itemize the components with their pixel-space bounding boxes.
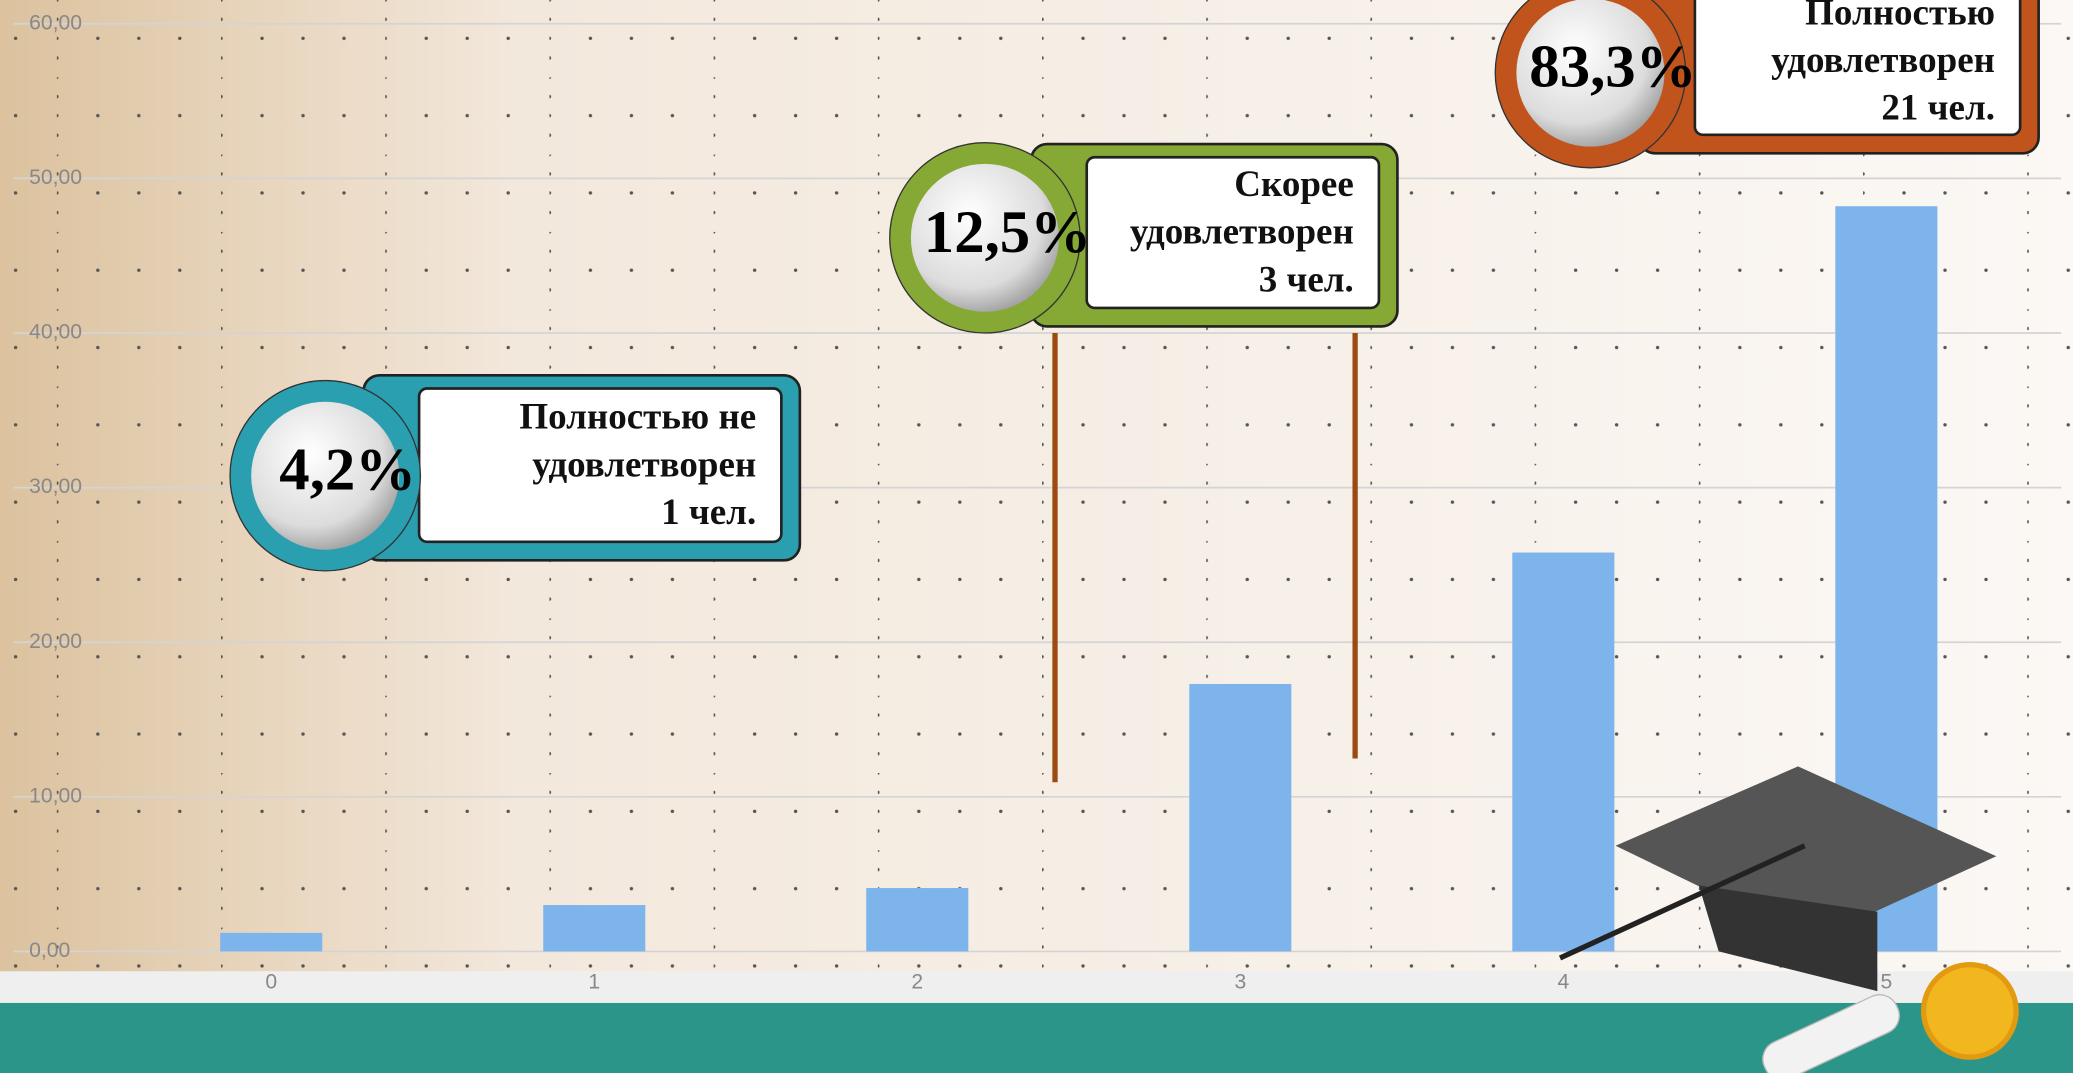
footer-band: [0, 1002, 2073, 1073]
callout-text: удовлетворен: [1771, 40, 1995, 81]
bar: [1512, 552, 1615, 952]
callout-box: [1693, 0, 2022, 137]
y-tick-label: 30,00: [29, 475, 82, 498]
callout-text: 21 чел.: [1881, 87, 1995, 128]
y-tick-label: 0,00: [29, 939, 70, 962]
callout-ball: [1516, 0, 1665, 147]
callout-text: удовлетворен: [532, 444, 756, 485]
callout-ball: [251, 401, 400, 550]
callout-text: Полностью: [1805, 0, 1995, 33]
callout-text: 1 чел.: [661, 492, 756, 533]
bar: [220, 932, 323, 952]
x-tick-label: 0: [265, 971, 277, 994]
callout-text: Полностью не: [519, 397, 756, 438]
x-tick-label: 3: [1234, 971, 1246, 994]
callout-percent: 12,5%: [924, 199, 1091, 266]
callout-text: удовлетворен: [1130, 212, 1354, 253]
callout-box: [1085, 155, 1381, 310]
y-tick-label: 10,00: [29, 784, 82, 807]
callout-ball: [910, 163, 1059, 312]
bar: [543, 905, 646, 952]
y-tick-label: 60,00: [29, 11, 82, 34]
callout-percent: 4,2%: [279, 437, 416, 504]
y-tick-label: 20,00: [29, 630, 82, 653]
bar: [1189, 683, 1292, 952]
graduation-cap: [1558, 766, 2019, 1073]
y-tick-label: 50,00: [29, 166, 82, 189]
x-tick-label: 5: [1880, 971, 1892, 994]
axis-strip: [0, 971, 2073, 1003]
callouts: 4,2% Полностью не удовлетворен 1 чел. 12,5% С…: [229, 0, 2040, 572]
x-tick-label: 2: [911, 971, 923, 994]
callout-text: 3 чел.: [1259, 259, 1354, 300]
bar: [866, 888, 969, 952]
callout-text: Скорее: [1234, 164, 1354, 205]
x-tick-label: 4: [1557, 971, 1569, 994]
x-tick-label: 1: [588, 971, 600, 994]
callout-percent: 83,3%: [1529, 34, 1696, 101]
y-tick-label: 40,00: [29, 321, 82, 344]
